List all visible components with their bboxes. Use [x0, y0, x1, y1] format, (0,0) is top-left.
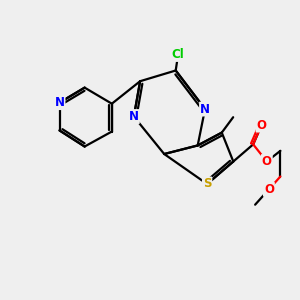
Text: N: N [200, 103, 210, 116]
Text: N: N [55, 96, 64, 109]
Text: O: O [264, 183, 274, 196]
Text: N: N [129, 110, 139, 123]
Text: O: O [256, 118, 267, 132]
Text: O: O [262, 155, 272, 168]
Text: S: S [203, 178, 212, 190]
Text: Cl: Cl [172, 48, 184, 61]
